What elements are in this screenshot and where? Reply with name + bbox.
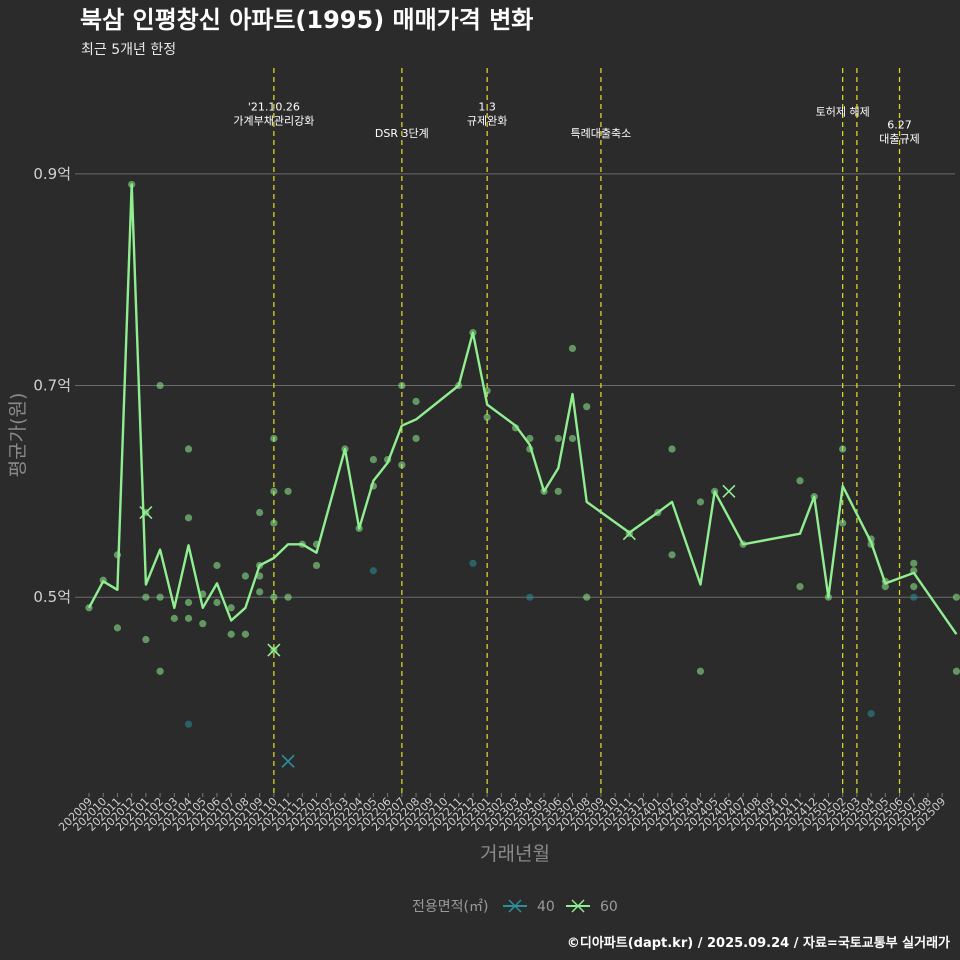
data-point-60	[583, 403, 591, 411]
data-series	[85, 180, 960, 768]
data-point-60	[113, 624, 122, 632]
data-point-60	[568, 344, 577, 353]
data-point-60	[312, 561, 321, 570]
event-label: DSR 3단계	[375, 127, 429, 140]
data-point-60	[241, 572, 250, 580]
data-point-60	[483, 413, 491, 421]
event-label: 가계부채관리강화	[233, 114, 314, 127]
y-axis-ticks: 0.5억 0.7억 0.9억	[33, 165, 71, 606]
data-point-60	[270, 487, 278, 495]
data-point-60	[526, 434, 534, 443]
data-point-60	[270, 434, 278, 443]
legend-title: 전용면적(㎡)	[412, 899, 488, 915]
event-label: 대출규제	[879, 132, 919, 145]
data-point-40	[526, 593, 534, 601]
data-point-60	[568, 434, 577, 443]
data-point-60	[696, 667, 705, 675]
legend-60-cross-icon	[571, 899, 585, 913]
data-point-60	[412, 397, 420, 405]
cross-marker-60	[722, 484, 736, 498]
data-point-60	[952, 593, 960, 601]
data-point-60	[199, 620, 207, 628]
chart-title: 북삼 인평창신 아파트(1995) 매매가격 변화	[80, 6, 533, 34]
data-point-60	[284, 593, 292, 601]
data-point-60	[696, 498, 705, 506]
data-point-60	[881, 583, 889, 591]
data-point-60	[369, 456, 377, 464]
data-point-60	[554, 487, 562, 495]
event-label: 1.3	[478, 100, 496, 113]
series-40	[184, 559, 918, 768]
data-point-60	[796, 477, 804, 485]
data-point-60	[668, 551, 676, 559]
y-axis-title: 평균가(원)	[7, 393, 29, 478]
data-point-60	[554, 434, 562, 443]
data-point-60	[213, 598, 221, 607]
data-point-60	[796, 583, 804, 591]
data-point-60	[668, 445, 676, 453]
data-point-40	[910, 593, 918, 601]
data-point-60	[156, 667, 164, 675]
data-point-60	[412, 434, 420, 443]
event-label: 6.27	[887, 118, 912, 131]
cross-marker-40	[281, 754, 295, 768]
event-label: 규제완화	[467, 114, 507, 127]
data-point-60	[910, 559, 918, 567]
x-axis-ticks: 2020092020102020112020122021012021022021…	[56, 793, 948, 834]
data-point-60	[398, 461, 406, 469]
y-tick-label: 0.5억	[33, 588, 71, 606]
data-point-60	[184, 614, 193, 622]
y-tick-label: 0.9억	[33, 165, 71, 183]
data-point-60	[156, 593, 164, 601]
chart-subtitle: 최근 5개년 한정	[81, 42, 176, 58]
data-point-60	[284, 487, 292, 495]
data-point-60	[156, 381, 164, 390]
x-axis-title: 거래년월	[480, 843, 550, 865]
data-point-60	[398, 381, 406, 390]
data-point-60	[213, 561, 221, 570]
series-60	[85, 180, 960, 675]
data-point-40	[369, 567, 377, 575]
data-point-60	[270, 593, 278, 601]
data-point-40	[867, 710, 875, 718]
data-point-60	[227, 630, 235, 638]
data-point-60	[256, 508, 264, 517]
data-point-60	[839, 519, 847, 527]
event-label: '21.10.26	[248, 100, 300, 113]
data-point-60	[270, 519, 278, 527]
data-point-60	[142, 593, 150, 601]
event-label: 토허제 해제	[816, 105, 870, 119]
cross-marker-60	[139, 505, 153, 520]
data-point-40	[184, 720, 193, 728]
legend-label-40: 40	[537, 899, 555, 915]
y-tick-label: 0.7억	[33, 377, 71, 395]
data-point-60	[184, 445, 193, 453]
event-label: 특례대출축소	[571, 127, 632, 140]
cross-marker-60	[267, 643, 281, 657]
data-point-60	[184, 598, 193, 607]
data-point-60	[184, 514, 193, 522]
data-point-60	[256, 588, 264, 596]
legend-label-60: 60	[600, 899, 618, 915]
data-point-60	[910, 583, 918, 591]
legend: 전용면적(㎡) 40 60	[412, 899, 618, 915]
source-caption: ©디아파트(dapt.kr) / 2025.09.24 / 자료=국토교통부 실…	[567, 935, 950, 951]
data-point-40	[469, 559, 477, 567]
data-point-60	[227, 604, 235, 612]
data-point-60	[583, 593, 591, 601]
data-point-60	[241, 630, 250, 638]
data-point-60	[952, 667, 960, 675]
cross-marker-60	[622, 527, 636, 541]
data-point-60	[170, 614, 178, 622]
data-point-60	[839, 445, 847, 453]
data-point-60	[142, 635, 150, 644]
series-line-60	[87, 183, 958, 635]
legend-40-cross-icon	[508, 899, 522, 913]
